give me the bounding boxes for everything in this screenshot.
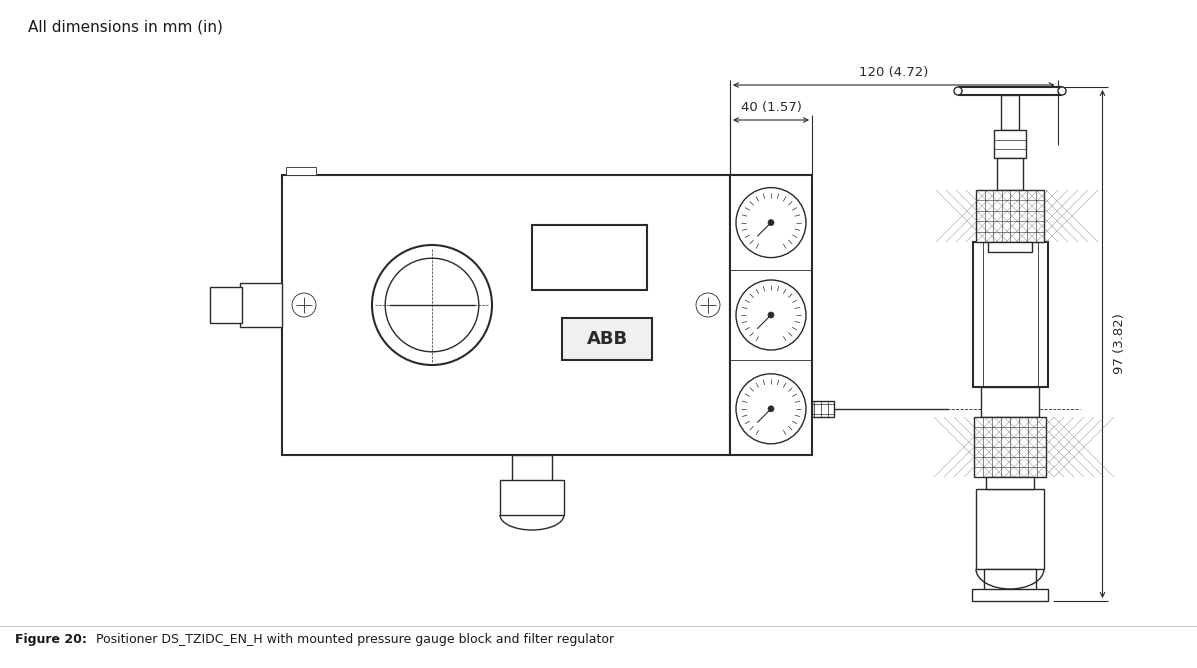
Text: Figure 20:: Figure 20: <box>16 633 87 647</box>
Bar <box>972 589 1049 601</box>
Circle shape <box>736 188 806 258</box>
Text: ABB: ABB <box>587 330 627 348</box>
Bar <box>812 401 834 417</box>
Circle shape <box>768 312 774 318</box>
Bar <box>988 242 1032 252</box>
Text: Positioner DS_TZIDC_EN_H with mounted pressure gauge block and filter regulator: Positioner DS_TZIDC_EN_H with mounted pr… <box>80 633 614 647</box>
Circle shape <box>736 374 806 444</box>
Text: All dimensions in mm (in): All dimensions in mm (in) <box>28 20 223 35</box>
Bar <box>209 287 242 323</box>
Circle shape <box>954 87 962 95</box>
Bar <box>282 175 730 455</box>
Bar <box>286 167 316 175</box>
Bar <box>976 489 1044 569</box>
Bar <box>997 158 1023 190</box>
Bar <box>563 318 652 360</box>
Bar <box>972 242 1047 387</box>
Bar <box>976 190 1044 242</box>
Text: 40 (1.57): 40 (1.57) <box>741 101 802 114</box>
Bar <box>500 480 564 515</box>
Circle shape <box>768 405 774 411</box>
Bar <box>994 130 1026 158</box>
Bar <box>512 455 552 483</box>
Bar <box>531 225 648 290</box>
Text: 97 (3.82): 97 (3.82) <box>1112 313 1125 375</box>
Circle shape <box>736 280 806 350</box>
Bar <box>241 283 282 327</box>
Circle shape <box>768 220 774 226</box>
Bar <box>974 417 1046 477</box>
Bar <box>1001 95 1019 130</box>
Bar <box>986 477 1034 489</box>
Bar <box>730 175 812 455</box>
Circle shape <box>1058 87 1067 95</box>
Text: 120 (4.72): 120 (4.72) <box>859 66 929 79</box>
Bar <box>984 569 1035 591</box>
Bar <box>982 387 1039 417</box>
